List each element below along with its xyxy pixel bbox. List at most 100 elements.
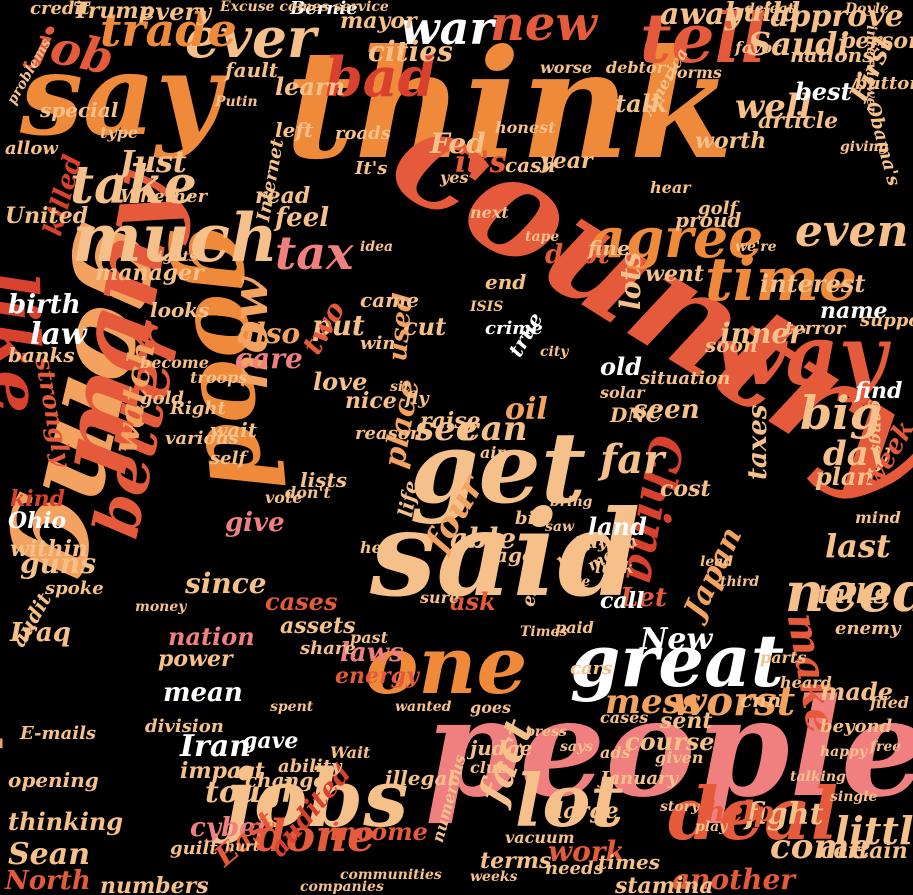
word-article: article <box>758 108 839 134</box>
word-person: person <box>840 28 913 54</box>
word-taxes: taxes <box>743 404 773 480</box>
word-worst: worst <box>672 678 796 725</box>
word-lead: lead <box>700 554 734 570</box>
word-ago: ago <box>495 543 536 567</box>
word-year: year <box>540 148 593 174</box>
word-past: past <box>350 628 388 647</box>
word-think: think <box>285 17 734 193</box>
word-call: call <box>600 588 645 614</box>
word-third: third <box>720 574 760 590</box>
word-life: life <box>393 478 424 519</box>
word-lists: lists <box>300 468 347 492</box>
word-iran: Iran <box>180 729 252 764</box>
word-find: find <box>855 378 903 404</box>
word-cash: cash <box>505 153 556 177</box>
word-owe: owe <box>560 574 591 590</box>
word-become: become <box>140 353 209 372</box>
word-solar: solar <box>600 383 645 402</box>
word-interest: interest <box>760 269 866 298</box>
word-way: way <box>715 308 887 404</box>
word-next: next <box>470 203 509 222</box>
word-great: great <box>570 618 784 703</box>
word-bernie: Bernie <box>290 0 358 19</box>
word-cases: cases <box>600 708 649 727</box>
word-situation: situation <box>640 368 731 389</box>
word-manager: manager <box>95 260 204 286</box>
word-hurt: hurt <box>225 839 260 855</box>
word-energy: energy <box>335 663 419 689</box>
word-vacuum: vacuum <box>505 828 575 847</box>
word-end: end <box>485 270 527 294</box>
word-feel: feel <box>275 203 330 233</box>
word-sean: Sean <box>8 837 91 872</box>
word-judge: judge <box>470 736 533 760</box>
word-given: given <box>655 748 704 767</box>
word-much: much <box>72 199 278 277</box>
word-tape: tape <box>525 229 560 245</box>
word-within: within <box>10 536 88 562</box>
word-fed: Fed <box>430 127 486 160</box>
word-sit: sit <box>390 379 410 395</box>
word-jobs: jobs <box>225 751 409 845</box>
word-filed: filed <box>870 693 910 712</box>
word-fault: fault <box>225 58 278 82</box>
word-golf: golf <box>698 198 738 219</box>
word-e-mails: E-mails <box>20 723 97 744</box>
word-two: two <box>295 295 352 360</box>
word-iraq: Iraq <box>10 618 71 648</box>
word-terms: terms <box>480 848 552 874</box>
word-seen: seen <box>633 395 700 425</box>
word-times: Times <box>520 624 568 640</box>
word-need: need <box>785 560 913 624</box>
word-numbers: numbers <box>100 873 209 895</box>
word-cnn: cnn <box>740 688 782 712</box>
word-nice: nice <box>345 388 397 414</box>
word-story: story <box>660 799 700 815</box>
word-soon: soon <box>705 333 758 357</box>
word-dnc: DNC <box>610 403 662 427</box>
word-cut: cut <box>403 312 447 341</box>
word-impact: impact <box>180 758 265 784</box>
word-favor: favor <box>735 38 781 57</box>
word-proud: proud <box>675 208 742 232</box>
word-opening: opening <box>8 768 99 792</box>
word-single: single <box>830 789 878 805</box>
word-enemy: enemy <box>835 618 901 639</box>
word-mind: mind <box>855 508 901 527</box>
word-credit: credit <box>30 0 90 19</box>
word-raise: raise <box>420 408 481 434</box>
word-give: give <box>225 508 285 538</box>
word-it-s: It's <box>355 158 388 179</box>
word-giving: giving <box>840 139 889 155</box>
word-change: change <box>245 768 326 792</box>
word-care: care <box>235 342 303 375</box>
word-worse: worse <box>540 58 593 77</box>
word-communities: communities <box>340 867 442 883</box>
word-self: self <box>210 448 247 469</box>
word-bring: bring <box>550 494 593 510</box>
word-tell: tell <box>640 0 767 79</box>
word-excuse-comes-service: Excuse comes service <box>220 0 389 15</box>
word-ohio: Ohio <box>8 508 67 534</box>
word-help: help <box>705 795 774 828</box>
word-vote: vote <box>265 488 303 507</box>
word-war: war <box>400 1 494 55</box>
word-hear: hear <box>650 178 691 197</box>
word-talks: talks <box>817 580 889 610</box>
word-fine: fine <box>588 236 630 260</box>
word-air: air <box>480 443 505 462</box>
word-saudi: Saudi <box>748 25 850 63</box>
word-say: say <box>20 30 221 161</box>
word-little: little <box>835 808 913 853</box>
word-gave: gave <box>242 728 299 754</box>
word-debtor: debtor <box>606 58 666 77</box>
word-law: law <box>30 317 87 352</box>
word-roads: roads <box>335 123 391 144</box>
word-let: Let <box>620 583 667 613</box>
word-mess: mess <box>605 682 701 722</box>
word-gold: gold <box>140 388 185 409</box>
word-also: also <box>237 317 301 350</box>
word-mayor: mayor <box>340 8 417 34</box>
word-large: large <box>555 798 619 824</box>
